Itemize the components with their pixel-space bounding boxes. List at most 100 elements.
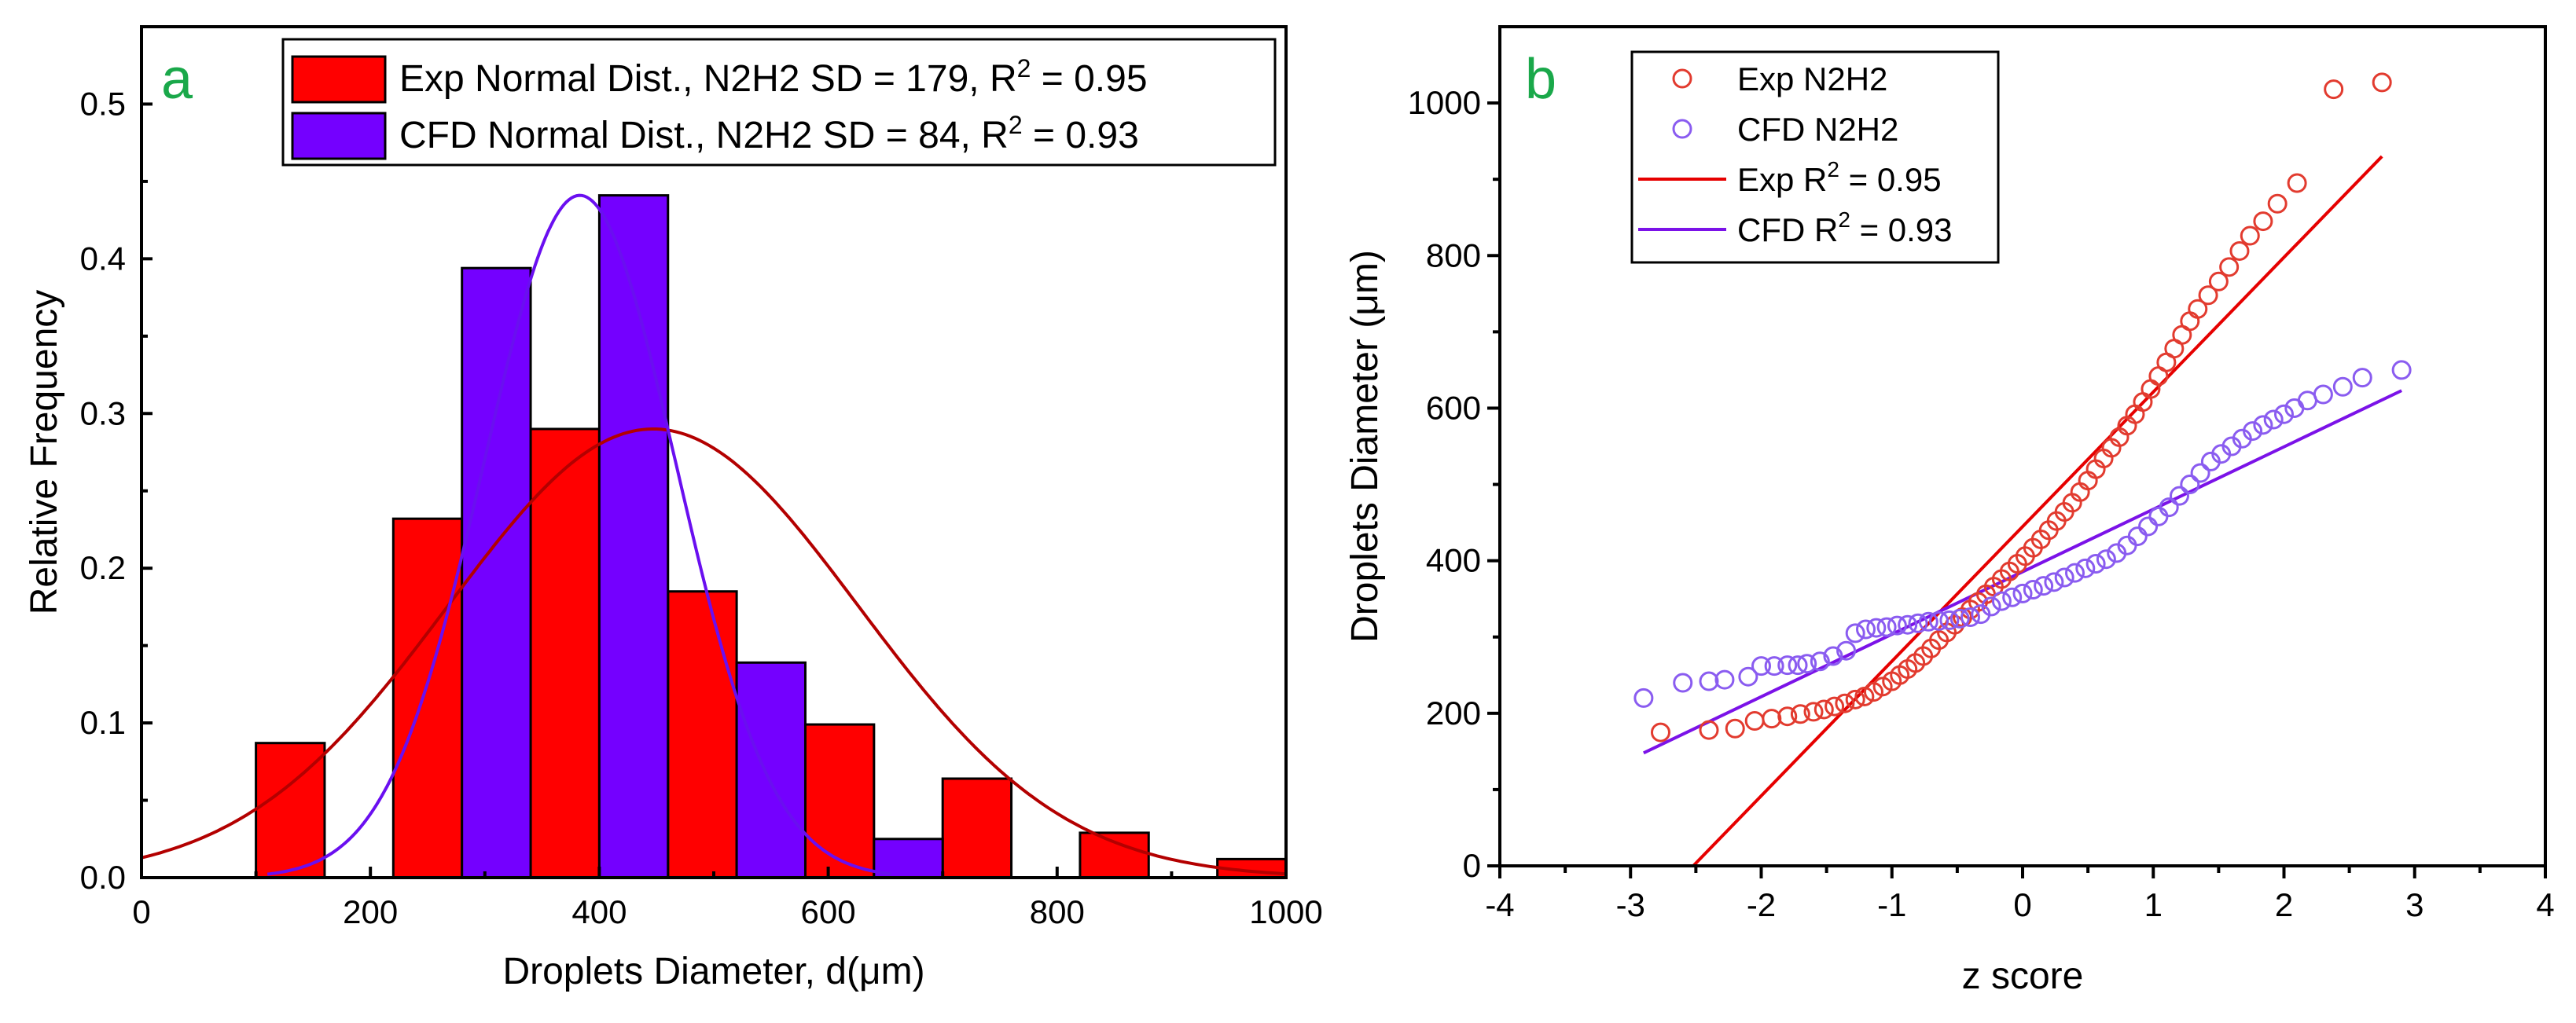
legend-swatch-exp: [291, 55, 387, 104]
exp-point: [1825, 696, 1845, 717]
x-tick-label: 400: [571, 893, 627, 930]
y-tick-label: 600: [1426, 389, 1481, 426]
cfd-point: [1887, 615, 1907, 636]
legend-label: CFD Normal Dist., N2H2 SD = 84, R2 = 0.9…: [399, 111, 1139, 156]
legend-marker: [1672, 68, 1692, 89]
exp-fit-line: [1692, 155, 2383, 867]
y-tick-label: 1000: [1408, 84, 1481, 121]
y-tick-label: 0.0: [80, 859, 126, 896]
cfd-point: [1981, 596, 2001, 617]
x-tick-label: 4: [2536, 886, 2554, 923]
y-axis-ticks-a: 0.0 0.1 0.2 0.3 0.4 0.5: [80, 25, 153, 896]
cfd-points: [1633, 360, 2412, 708]
exp-point: [1835, 693, 1855, 713]
y-tick-label: 0: [1463, 847, 1481, 884]
cfd-point: [2170, 486, 2189, 506]
cfd-point: [2263, 409, 2284, 430]
cfd-point: [2190, 463, 2210, 483]
exp-point: [1845, 689, 1865, 710]
legend-b: Exp N2H2 CFD N2H2 Exp R2 = 0.95 CFD R2 = 0.…: [1630, 50, 2000, 264]
exp-point: [1744, 711, 1765, 732]
exp-point: [2219, 257, 2240, 277]
exp-bar: [391, 517, 464, 879]
cfd-point: [2391, 360, 2412, 380]
cfd-point: [1823, 646, 1843, 666]
x-tick-label: -2: [1747, 886, 1776, 923]
x-tick-label: 200: [343, 893, 398, 930]
x-axis-ticks-a: 0 200 400 600 800 1000: [132, 867, 1323, 930]
cfd-point: [2075, 558, 2096, 578]
cfd-point: [2002, 587, 2023, 607]
cfd-point: [2012, 583, 2033, 603]
exp-point: [2180, 311, 2200, 332]
exp-point: [1854, 686, 1875, 706]
exp-point: [2208, 271, 2229, 292]
x-tick-label: -3: [1616, 886, 1645, 923]
exp-bar: [1079, 831, 1150, 879]
x-tick-label: -1: [1877, 886, 1906, 923]
cfd-point: [2138, 516, 2159, 537]
cfd-bar: [597, 194, 670, 879]
legend-box-b: [1630, 50, 2000, 264]
x-tick-label: 2: [2275, 886, 2293, 923]
exp-point: [2229, 240, 2250, 261]
exp-bars: [255, 427, 1288, 879]
cfd-point: [2096, 549, 2116, 570]
cfd-point: [1633, 688, 1654, 708]
exp-bar: [529, 427, 601, 879]
exp-point: [2188, 299, 2208, 319]
y-tick-label: 400: [1426, 542, 1481, 579]
cfd-point: [1836, 640, 1857, 661]
cfd-point: [1797, 654, 1817, 674]
exp-point: [1650, 722, 1670, 742]
cfd-point: [1960, 607, 1980, 627]
legend-marker: [1672, 119, 1692, 139]
cfd-point: [1866, 618, 1887, 638]
cfd-point: [2313, 384, 2333, 405]
cfd-point: [1929, 610, 1949, 631]
cfd-point: [1764, 656, 1784, 676]
x-axis-ticks-b: -4 -3 -2 -1 0 1 2 3 4: [1485, 866, 2555, 923]
y-tick-label: 0.1: [80, 704, 126, 741]
cfd-point: [2148, 506, 2169, 526]
legend-label: CFD N2H2: [1737, 111, 1898, 148]
x-tick-label: 600: [801, 893, 856, 930]
exp-point: [1803, 702, 1824, 722]
cfd-point: [2034, 576, 2054, 596]
exp-point: [2324, 79, 2344, 100]
cfd-point: [1856, 619, 1876, 640]
x-axis-title-b: z score: [1962, 955, 2084, 997]
legend-label: CFD R2 = 0.93: [1737, 207, 1953, 248]
cfd-point: [1876, 617, 1897, 637]
exp-point: [2287, 173, 2307, 193]
cfd-point: [1908, 613, 1928, 633]
exp-point: [1699, 720, 1719, 740]
x-tick-label: 0: [2013, 886, 2031, 923]
cfd-point: [2243, 421, 2263, 442]
exp-point: [1725, 718, 1745, 739]
cfd-point: [1939, 610, 1960, 630]
exp-point: [1790, 704, 1810, 724]
exp-bar: [941, 777, 1013, 879]
y-tick-label: 0.3: [80, 394, 126, 431]
cfd-point: [2253, 415, 2273, 435]
x-tick-label: -4: [1485, 886, 1514, 923]
y-tick-label: 800: [1426, 236, 1481, 273]
cfd-point: [1991, 591, 2012, 611]
y-tick-label: 0.2: [80, 549, 126, 586]
exp-point: [1777, 706, 1798, 727]
cfd-point: [1777, 655, 1798, 676]
legend-label: Exp R2 = 0.95: [1737, 157, 1942, 198]
exp-point: [2198, 285, 2218, 306]
cfd-point: [2044, 572, 2064, 592]
x-tick-label: 1: [2144, 886, 2163, 923]
legend-a: Exp Normal Dist., N2H2 SD = 179, R2 = 0.…: [281, 38, 1277, 167]
cfd-point: [2352, 368, 2372, 388]
cfd-point: [1949, 608, 1970, 629]
exp-point: [2267, 193, 2288, 214]
panel-label-b: b: [1525, 48, 1556, 111]
cfd-point: [1738, 666, 1758, 687]
panel-a-histogram: 0 200 400 600 800 1000 0.0 0.1 0.2 0.3 0.4 0.5 Dro…: [24, 25, 1323, 992]
